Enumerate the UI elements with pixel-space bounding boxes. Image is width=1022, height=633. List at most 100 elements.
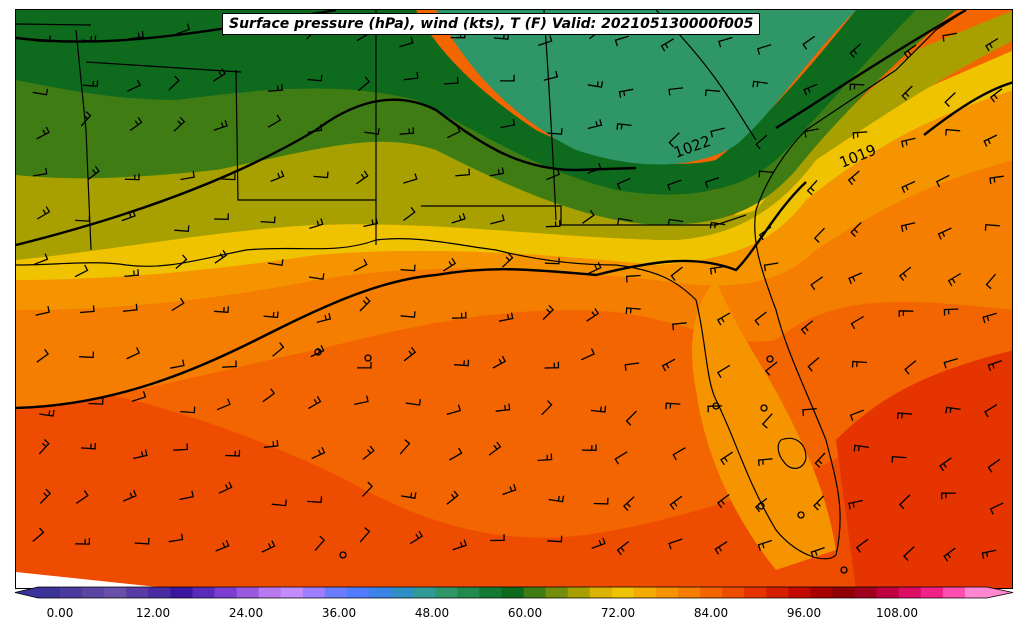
wind-barb: [547, 128, 563, 135]
wind-barb: [179, 490, 194, 501]
temp-band-dark-green: [16, 10, 916, 195]
colorbar-cell: [942, 587, 966, 598]
wind-barb: [847, 170, 860, 186]
wind-barb: [271, 499, 287, 507]
wind-barb: [903, 546, 915, 562]
wind-barb: [900, 222, 916, 232]
wind-barb: [667, 179, 682, 191]
colorbar-cell: [523, 587, 547, 598]
colorbar-tick-label: 12.00: [135, 606, 171, 620]
wind-barb: [944, 92, 956, 107]
colorbar-tick-label: 84.00: [693, 606, 729, 620]
colorbar-tick-label: 48.00: [414, 606, 450, 620]
colorbar-extend-min: [15, 587, 38, 598]
colorbar-cell: [589, 587, 613, 598]
wind-barb: [501, 252, 514, 268]
colorbar-cell: [545, 587, 569, 598]
wind-barb: [75, 215, 91, 222]
wind-barb: [624, 362, 640, 371]
wind-barb: [313, 171, 329, 179]
wind-barb: [984, 404, 998, 418]
wind-barb: [581, 444, 597, 451]
wind-barb: [180, 171, 195, 181]
colorbar-cell: [104, 587, 127, 598]
wind-barb: [665, 402, 681, 410]
wind-barb: [88, 398, 104, 405]
wind-barb: [489, 167, 505, 177]
wind-barb: [403, 347, 417, 362]
wind-barb: [704, 177, 720, 188]
wind-barb: [904, 360, 917, 375]
colorbar-cell: [60, 587, 83, 598]
wind-barb: [720, 451, 734, 466]
wind-barb: [168, 533, 184, 543]
wind-barb: [581, 348, 595, 361]
wind-barb: [180, 406, 196, 414]
wind-barb: [80, 442, 97, 450]
wind-barb: [587, 162, 602, 174]
wind-barb: [800, 320, 814, 335]
colorbar-cell: [457, 587, 480, 598]
wind-barb: [133, 449, 148, 460]
wind-barb: [403, 173, 418, 184]
wind-barb: [213, 119, 228, 131]
colorbar-cell: [964, 587, 988, 598]
wind-barb: [891, 456, 907, 463]
wind-barb: [267, 114, 282, 128]
colorbar-cell: [898, 587, 922, 598]
calm-wind-circle: [712, 402, 720, 410]
wind-barb: [35, 306, 50, 316]
colorbar-extend-max: [987, 587, 1013, 598]
wind-barb: [987, 458, 1001, 473]
wind-barb: [764, 361, 778, 376]
calm-wind-circle: [766, 355, 774, 363]
wind-barb: [121, 209, 136, 222]
state-border-al-fl: [421, 205, 747, 226]
colorbar-cell: [324, 587, 348, 598]
wind-barb: [617, 217, 633, 225]
wind-barb: [989, 175, 1004, 185]
colorbar-cell: [258, 587, 282, 598]
colorbar-cell: [148, 587, 171, 598]
colorbar-cell: [788, 587, 811, 598]
wind-barb: [307, 74, 323, 82]
wind-barb: [216, 398, 231, 411]
colorbar-cell: [391, 587, 414, 598]
wind-barb: [935, 174, 950, 188]
colorbar-cell: [435, 587, 458, 598]
colorbar-cell: [214, 587, 238, 598]
wind-barb: [222, 360, 237, 368]
wind-barb: [400, 264, 416, 272]
wind-barb: [447, 125, 461, 139]
wind-barb: [616, 540, 630, 556]
wind-barb: [704, 89, 721, 97]
wind-barb: [451, 212, 466, 224]
wind-barb: [260, 216, 276, 224]
wind-barb: [353, 259, 368, 272]
wind-barb: [443, 257, 457, 272]
wind-barb: [455, 168, 471, 177]
wind-barb: [502, 483, 517, 496]
wind-barb: [212, 68, 227, 82]
wind-barb: [170, 359, 185, 369]
colorbar-cell: [479, 587, 502, 598]
colorbar-cell: [832, 587, 856, 598]
wind-barb: [590, 405, 607, 413]
wind-barb: [757, 539, 772, 551]
wind-barb: [668, 538, 683, 550]
lake-okeechobee: [777, 437, 807, 469]
wind-barb: [262, 388, 276, 403]
wind-barb: [849, 43, 862, 58]
wind-barb: [942, 32, 957, 42]
wind-barb: [174, 225, 190, 232]
wind-barb: [901, 85, 913, 101]
calm-wind-circle: [797, 511, 805, 519]
wind-barb: [490, 214, 505, 225]
colorbar-cell: [633, 587, 657, 598]
wind-barb: [616, 123, 632, 130]
colorbar-tick-label: 36.00: [321, 606, 357, 620]
wind-barb: [488, 441, 502, 456]
wind-barb: [38, 439, 50, 455]
wind-barb: [363, 217, 378, 228]
wind-barb: [981, 549, 997, 559]
